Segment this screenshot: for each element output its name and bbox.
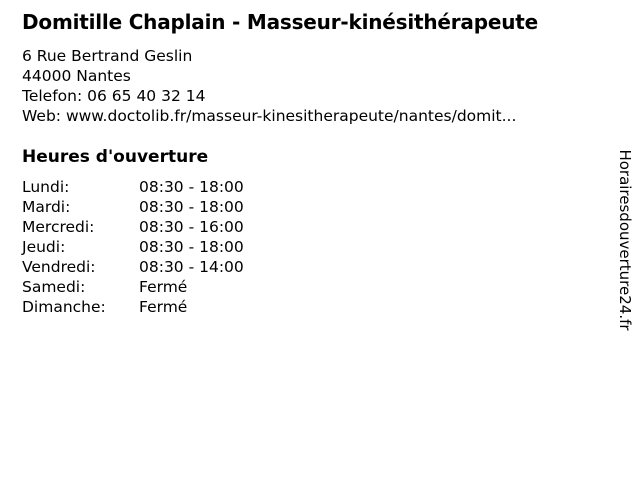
- page-title: Domitille Chaplain - Masseur-kinésithéra…: [22, 10, 538, 34]
- day-label: Mercredi:: [22, 218, 95, 236]
- day-row-sunday: Dimanche: Fermé: [22, 297, 600, 317]
- day-time: 08:30 - 16:00: [139, 218, 244, 236]
- address-line-2: 44000 Nantes: [22, 67, 131, 85]
- day-label: Samedi:: [22, 278, 86, 296]
- contact-block: 6 Rue Bertrand Geslin 44000 Nantes Telef…: [22, 46, 600, 126]
- day-row-thursday: Jeudi: 08:30 - 18:00: [22, 237, 600, 257]
- phone-label: Telefon:: [22, 87, 83, 105]
- day-time: 08:30 - 14:00: [139, 258, 244, 276]
- day-label: Jeudi:: [22, 238, 66, 256]
- business-info-card: Domitille Chaplain - Masseur-kinésithéra…: [22, 10, 600, 317]
- web-line: Web: www.doctolib.fr/masseur-kinesithera…: [22, 106, 600, 126]
- opening-hours-table: Lundi: 08:30 - 18:00 Mardi: 08:30 - 18:0…: [22, 177, 600, 317]
- day-row-friday: Vendredi: 08:30 - 14:00: [22, 257, 600, 277]
- day-row-tuesday: Mardi: 08:30 - 18:00: [22, 197, 600, 217]
- day-row-wednesday: Mercredi: 08:30 - 16:00: [22, 217, 600, 237]
- web-value: www.doctolib.fr/masseur-kinesitherapeute…: [65, 107, 517, 125]
- address-line-1: 6 Rue Bertrand Geslin: [22, 47, 193, 65]
- day-label: Lundi:: [22, 178, 70, 196]
- day-row-saturday: Samedi: Fermé: [22, 277, 600, 297]
- phone-line: Telefon: 06 65 40 32 14: [22, 86, 600, 106]
- watermark-vertical-text: Horairesdouverture24.fr: [616, 149, 634, 331]
- web-label: Web:: [22, 107, 62, 125]
- day-time: 08:30 - 18:00: [139, 198, 244, 216]
- day-time: Fermé: [139, 278, 188, 296]
- day-label: Dimanche:: [22, 298, 106, 316]
- day-label: Vendredi:: [22, 258, 96, 276]
- phone-value: 06 65 40 32 14: [87, 87, 206, 105]
- day-time: 08:30 - 18:00: [139, 178, 244, 196]
- opening-hours-heading: Heures d'ouverture: [22, 147, 209, 167]
- day-row-monday: Lundi: 08:30 - 18:00: [22, 177, 600, 197]
- day-time: Fermé: [139, 298, 188, 316]
- day-time: 08:30 - 18:00: [139, 238, 244, 256]
- day-label: Mardi:: [22, 198, 71, 216]
